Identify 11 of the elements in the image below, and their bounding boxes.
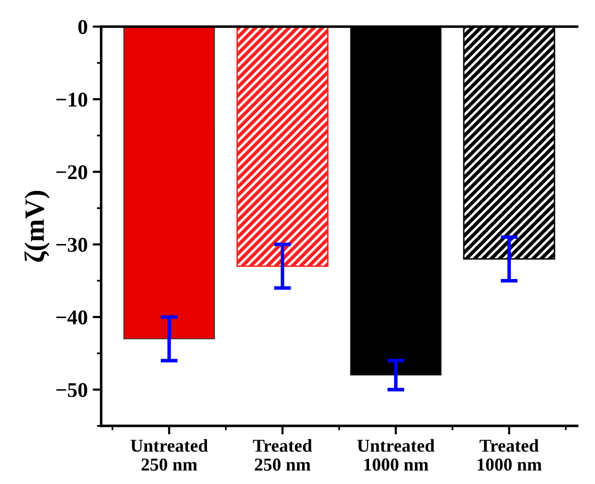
x-tick-label: Treated 1000 nm: [478, 439, 542, 471]
y-tick-label: 0: [78, 20, 88, 34]
y-tick-label: −10: [56, 92, 88, 107]
x-tick-label: Treated 250 nm: [253, 439, 312, 471]
y-axis-title: ζ(mV): [24, 190, 50, 262]
y-tick-label: −20: [56, 165, 88, 180]
y-tick-label: −40: [56, 310, 88, 324]
x-tick-label: Untreated 1000 nm: [357, 439, 435, 471]
y-tick-label: −50: [56, 382, 88, 398]
x-tick-label: Untreated 250 nm: [130, 439, 208, 471]
y-tick-label: −30: [56, 238, 88, 252]
